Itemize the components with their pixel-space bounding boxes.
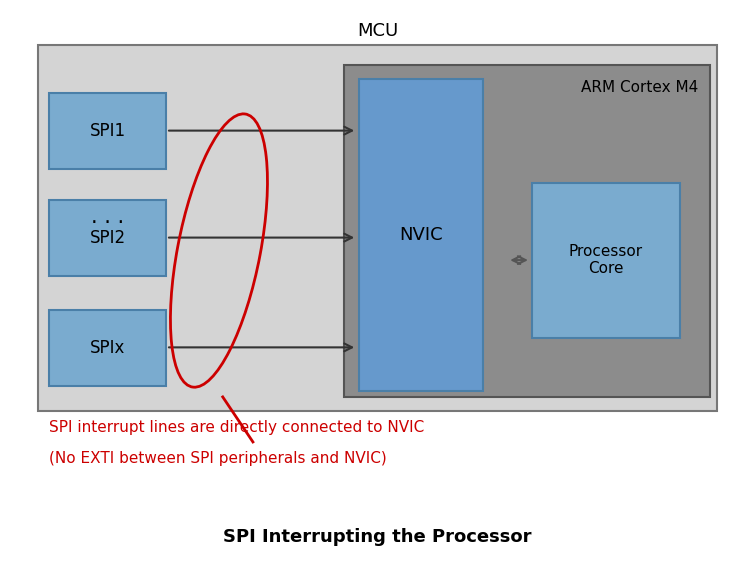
Bar [38,45,717,411]
Text: MCU: MCU [357,22,398,40]
Text: Processor
Core: Processor Core [569,244,643,276]
Text: ARM Cortex M4: ARM Cortex M4 [581,80,698,95]
Bar [49,200,166,276]
Text: NVIC: NVIC [399,226,443,244]
Text: . . .: . . . [91,207,125,227]
Bar [49,310,166,386]
Text: SPI2: SPI2 [90,229,125,247]
Text: (No EXTI between SPI peripherals and NVIC): (No EXTI between SPI peripherals and NVI… [49,452,387,466]
Text: SPI Interrupting the Processor: SPI Interrupting the Processor [223,528,532,546]
Bar [344,65,710,397]
Bar [359,79,483,391]
Text: SPIx: SPIx [90,339,125,356]
Text: SPI interrupt lines are directly connected to NVIC: SPI interrupt lines are directly connect… [49,421,424,435]
Bar [49,93,166,169]
Text: SPI1: SPI1 [90,122,125,140]
Bar [532,183,680,338]
